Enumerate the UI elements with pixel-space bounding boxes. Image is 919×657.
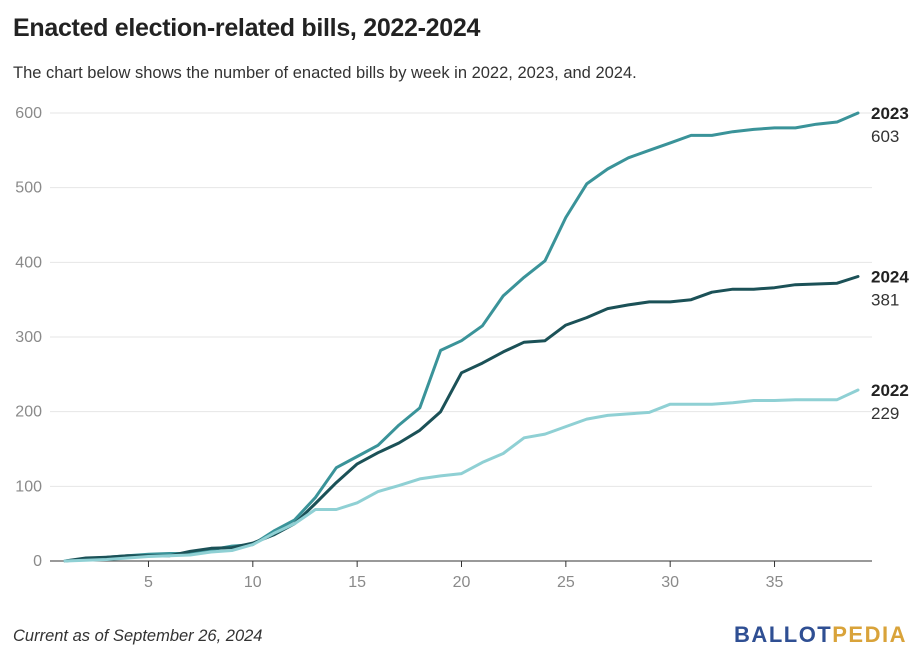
logo-part-pedia: PEDIA [832, 622, 907, 647]
x-axis-ticks: 5 10 15 20 25 30 35 [144, 561, 784, 591]
series-label-2023: 2023 [871, 104, 909, 123]
y-tick-label-100: 100 [15, 478, 42, 495]
x-tick-label-10: 10 [244, 574, 262, 591]
chart-subtitle: The chart below shows the number of enac… [13, 64, 637, 82]
x-tick-label-25: 25 [557, 574, 575, 591]
series-line-2022 [63, 388, 860, 563]
chart-title: Enacted election-related bills, 2022-202… [13, 14, 481, 42]
x-tick-label-15: 15 [348, 574, 366, 591]
y-tick-label-0: 0 [33, 553, 42, 570]
y-tick-label-600: 600 [15, 105, 42, 122]
y-tick-label-400: 400 [15, 254, 42, 271]
y-tick-label-500: 500 [15, 180, 42, 197]
series-end-labels: 2023 603 2024 381 2022 229 [871, 104, 909, 423]
gridlines [50, 112, 872, 562]
series-label-2022: 2022 [871, 381, 909, 400]
series-line-2024 [63, 275, 860, 563]
series-value-2023: 603 [871, 127, 899, 146]
y-tick-label-300: 300 [15, 329, 42, 346]
x-tick-label-5: 5 [144, 574, 153, 591]
x-tick-label-35: 35 [766, 574, 784, 591]
series-line-2023 [63, 111, 860, 563]
logo-part-ballot: BALLOT [734, 622, 833, 647]
series-label-2024: 2024 [871, 268, 909, 287]
x-tick-label-30: 30 [661, 574, 679, 591]
footnote: Current as of September 26, 2024 [13, 627, 263, 645]
series-lines [63, 111, 860, 563]
ballotpedia-logo: BALLOTPEDIA [734, 622, 907, 648]
y-tick-label-200: 200 [15, 404, 42, 421]
y-axis-ticks: 0 100 200 300 400 500 600 [15, 105, 42, 570]
series-value-2024: 381 [871, 291, 899, 310]
series-value-2022: 229 [871, 404, 899, 423]
x-tick-label-20: 20 [453, 574, 471, 591]
